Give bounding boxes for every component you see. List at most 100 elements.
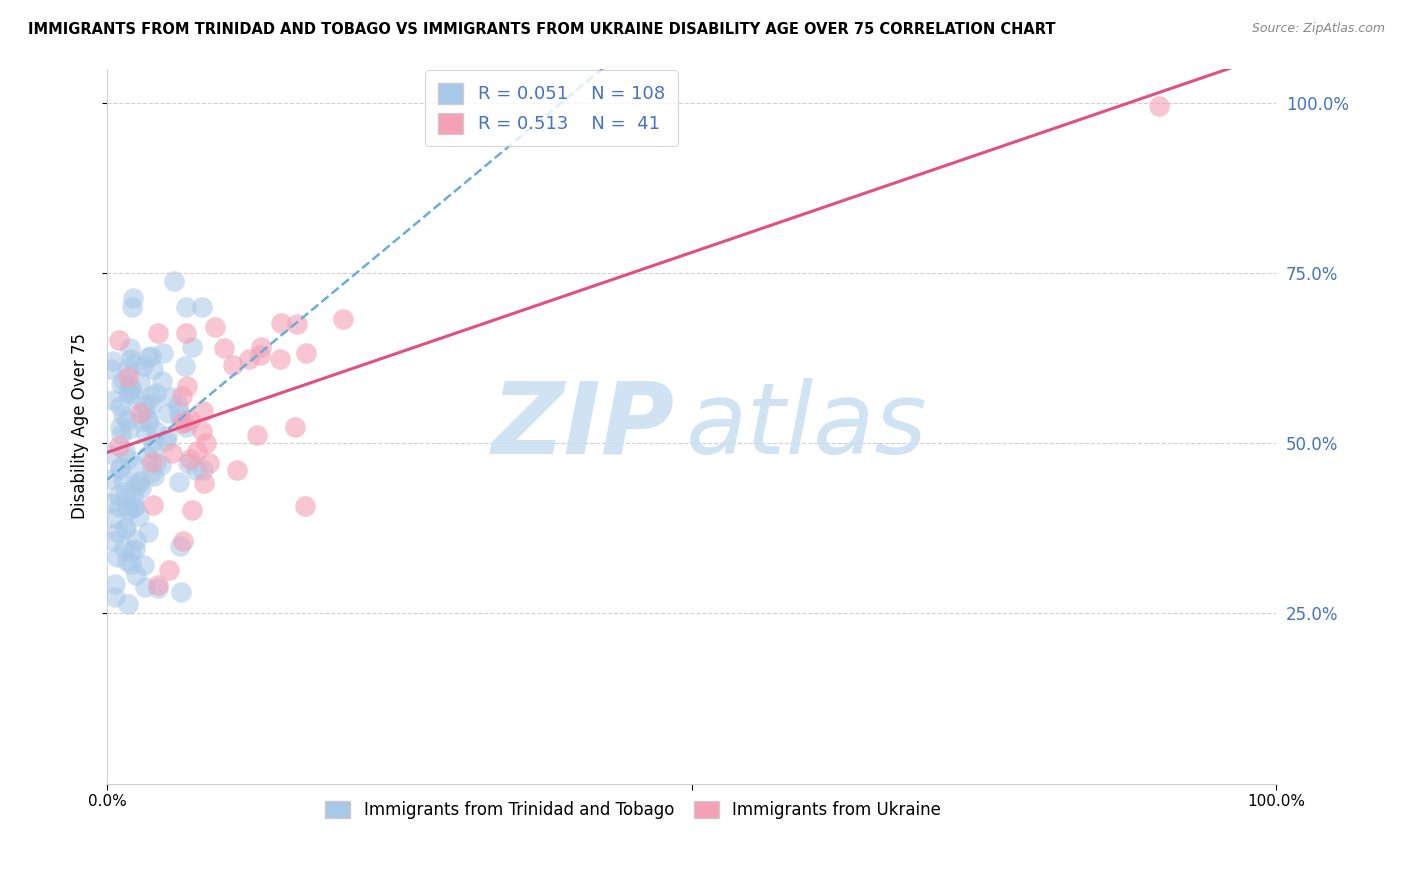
Point: [222, 358, 245, 372]
Point: [117, 369, 139, 384]
Point: [142, 434, 165, 449]
Point: [125, 568, 148, 582]
Point: [110, 461, 132, 475]
Point: [114, 520, 136, 534]
Point: [238, 351, 260, 366]
Point: [105, 549, 128, 564]
Point: [122, 500, 145, 515]
Point: [128, 509, 150, 524]
Point: [125, 533, 148, 547]
Point: [117, 361, 139, 376]
Text: atlas: atlas: [686, 377, 928, 475]
Point: [104, 590, 127, 604]
Point: [186, 444, 208, 458]
Point: [124, 357, 146, 371]
Point: [295, 346, 318, 360]
Point: [117, 598, 139, 612]
Point: [156, 406, 179, 420]
Point: [120, 382, 142, 396]
Point: [122, 491, 145, 505]
Point: [141, 455, 163, 469]
Point: [135, 426, 157, 441]
Point: [225, 463, 247, 477]
Point: [143, 469, 166, 483]
Point: [167, 475, 190, 490]
Text: ZIP: ZIP: [491, 377, 673, 475]
Point: [108, 460, 131, 475]
Point: [129, 375, 152, 389]
Point: [115, 492, 138, 507]
Point: [108, 500, 131, 514]
Point: [191, 404, 214, 418]
Point: [167, 398, 190, 412]
Point: [285, 317, 308, 331]
Point: [128, 474, 150, 488]
Text: IMMIGRANTS FROM TRINIDAD AND TOBAGO VS IMMIGRANTS FROM UKRAINE DISABILITY AGE OV: IMMIGRANTS FROM TRINIDAD AND TOBAGO VS I…: [28, 22, 1056, 37]
Point: [145, 385, 167, 400]
Point: [118, 386, 141, 401]
Point: [294, 499, 316, 513]
Point: [172, 534, 194, 549]
Point: [110, 426, 132, 441]
Point: [100, 362, 122, 376]
Point: [129, 481, 152, 495]
Point: [117, 384, 139, 399]
Point: [120, 341, 142, 355]
Point: [184, 463, 207, 477]
Point: [136, 450, 159, 464]
Point: [250, 339, 273, 353]
Point: [157, 563, 180, 577]
Point: [134, 558, 156, 572]
Point: [114, 521, 136, 535]
Y-axis label: Disability Age Over 75: Disability Age Over 75: [72, 333, 89, 519]
Point: [124, 477, 146, 491]
Point: [101, 393, 124, 408]
Point: [136, 524, 159, 539]
Point: [136, 351, 159, 365]
Point: [160, 390, 183, 404]
Point: [181, 340, 204, 354]
Point: [127, 458, 149, 473]
Point: [177, 456, 200, 470]
Point: [111, 409, 134, 423]
Point: [170, 584, 193, 599]
Point: [191, 424, 214, 438]
Point: [172, 389, 194, 403]
Point: [156, 428, 179, 442]
Point: [114, 443, 136, 458]
Point: [204, 319, 226, 334]
Point: [283, 420, 305, 434]
Point: [141, 467, 163, 481]
Point: [138, 412, 160, 426]
Point: [145, 424, 167, 438]
Point: [115, 501, 138, 516]
Point: [108, 333, 131, 347]
Point: [108, 400, 131, 414]
Point: [170, 417, 193, 431]
Point: [173, 359, 195, 374]
Point: [139, 389, 162, 403]
Point: [169, 411, 191, 425]
Point: [191, 463, 214, 477]
Legend: Immigrants from Trinidad and Tobago, Immigrants from Ukraine: Immigrants from Trinidad and Tobago, Imm…: [319, 794, 948, 825]
Point: [117, 451, 139, 466]
Point: [1147, 99, 1170, 113]
Point: [246, 427, 269, 442]
Point: [142, 498, 165, 512]
Point: [118, 503, 141, 517]
Point: [108, 439, 131, 453]
Point: [179, 452, 201, 467]
Point: [129, 414, 152, 428]
Point: [103, 577, 125, 591]
Point: [111, 373, 134, 387]
Point: [125, 392, 148, 406]
Point: [332, 312, 354, 326]
Point: [150, 374, 173, 388]
Point: [197, 456, 219, 470]
Point: [152, 346, 174, 360]
Point: [122, 500, 145, 514]
Point: [212, 341, 235, 355]
Point: [146, 581, 169, 595]
Point: [138, 415, 160, 429]
Point: [134, 398, 156, 412]
